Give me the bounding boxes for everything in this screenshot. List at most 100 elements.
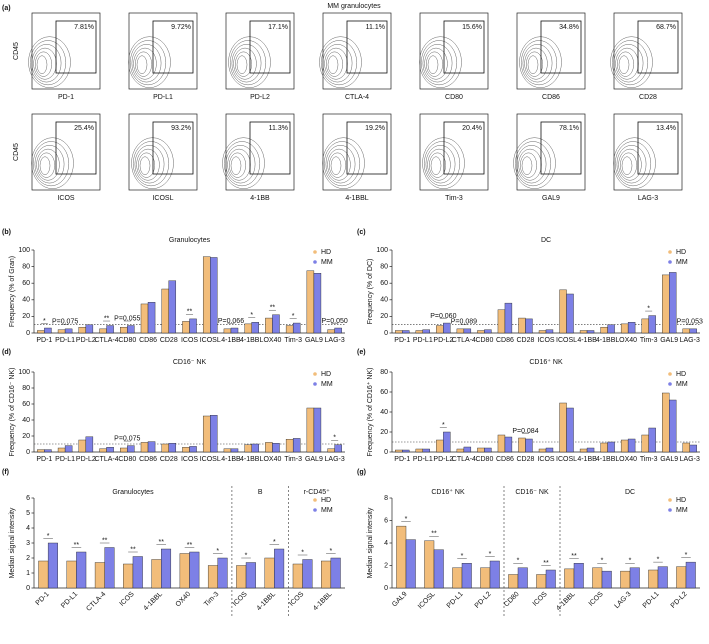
contour (29, 40, 67, 86)
gate-label: 20.4% (462, 125, 482, 132)
y-tick-label: 0 (26, 449, 30, 456)
y-axis-label: Frequency (% of CD16⁺ NK) (366, 368, 374, 457)
group-label: CD16⁺ NK (431, 488, 465, 496)
contour (39, 156, 51, 175)
flow-plot: 15.6% CD80 (419, 12, 489, 101)
contour (610, 36, 653, 88)
flow-plot: 20.4% Tim-3 (419, 113, 489, 202)
contour (618, 148, 642, 181)
bar (525, 438, 533, 453)
bar (517, 567, 528, 589)
x-tick-label: CD80 (118, 456, 136, 463)
annotation: * (43, 318, 46, 325)
contour (422, 137, 465, 189)
group-label: Granulocytes (112, 489, 154, 496)
y-tick-label: 40 (22, 297, 30, 304)
contour (519, 36, 562, 88)
annotation: P=0.084 (512, 428, 538, 435)
x-tick-label: PD-L2 (670, 591, 689, 610)
legend-label: MM (321, 381, 333, 388)
contour (136, 148, 160, 181)
x-tick-label: 4-1BBL (555, 591, 577, 613)
x-tick-label: GAL9 (660, 456, 678, 463)
y-tick-label: 8 (384, 495, 388, 502)
x-axis-label: GAL9 (542, 195, 560, 202)
y-tick-label: 40 (22, 417, 30, 424)
contour (422, 44, 453, 83)
contour (231, 44, 262, 83)
bar (132, 556, 143, 589)
bar (545, 447, 554, 453)
x-tick-label: PD-1 (36, 456, 52, 463)
bar (456, 448, 465, 453)
bar (57, 447, 66, 453)
annotation: * (333, 435, 336, 442)
plot-frame (128, 12, 198, 90)
x-tick-label: CD28 (160, 456, 178, 463)
contour (319, 36, 362, 88)
annotation: * (442, 422, 445, 429)
bar (601, 570, 612, 589)
y-axis-label: Median signal intensity (367, 507, 374, 578)
bar (161, 548, 172, 589)
bar (104, 547, 115, 589)
bar (147, 302, 156, 334)
legend-swatch (668, 498, 672, 502)
contour (520, 40, 558, 86)
x-axis-label: Tim-3 (445, 195, 463, 202)
bar (236, 565, 247, 589)
bar (669, 272, 677, 334)
x-tick-label: CTLA-4 (452, 337, 476, 344)
bar (648, 427, 656, 453)
annotation: * (329, 548, 332, 555)
x-tick-label: GAL9 (660, 337, 678, 344)
legend-label: HD (321, 249, 331, 256)
bar (182, 447, 190, 453)
annotation: ** (431, 531, 437, 538)
contour (427, 55, 439, 74)
bar (140, 303, 149, 334)
x-tick-label: 4-1BBL (256, 591, 278, 613)
y-tick-label: 80 (22, 385, 30, 392)
legend-label: MM (676, 507, 688, 514)
bar (66, 560, 77, 589)
gate-label: 7.81% (74, 24, 94, 31)
annotation: * (292, 313, 295, 320)
bar (274, 548, 285, 589)
bar (161, 443, 169, 453)
gate-label: 9.72% (171, 24, 191, 31)
bar (302, 559, 313, 589)
contour (329, 152, 346, 178)
bar (202, 256, 211, 334)
bar (676, 566, 687, 589)
annotation: * (273, 539, 276, 546)
contour (230, 156, 242, 175)
chart-title: DC (541, 237, 551, 244)
bar (607, 324, 615, 334)
legend-label: HD (321, 371, 331, 378)
y-axis-label: CD45 (13, 42, 20, 60)
bar (264, 557, 275, 589)
contour (131, 44, 162, 83)
annotation: ** (104, 315, 110, 322)
y-tick-label: 100 (376, 247, 388, 254)
bar (480, 567, 491, 589)
bar (669, 399, 677, 453)
contour (131, 137, 174, 189)
contour (223, 141, 261, 187)
x-tick-label: CD86 (139, 456, 157, 463)
group-label: B (258, 489, 263, 496)
contour (423, 141, 461, 187)
legend-swatch (313, 250, 317, 254)
bar (424, 540, 435, 589)
bar (559, 402, 567, 453)
annotation: ** (159, 539, 165, 546)
contour (320, 40, 358, 86)
bar (140, 442, 149, 453)
gate-label: 17.1% (268, 24, 288, 31)
contour (521, 156, 533, 175)
x-tick-label: CD80 (503, 591, 521, 609)
bar (463, 446, 472, 453)
bar (689, 444, 697, 453)
x-tick-label: CD86 (496, 337, 514, 344)
